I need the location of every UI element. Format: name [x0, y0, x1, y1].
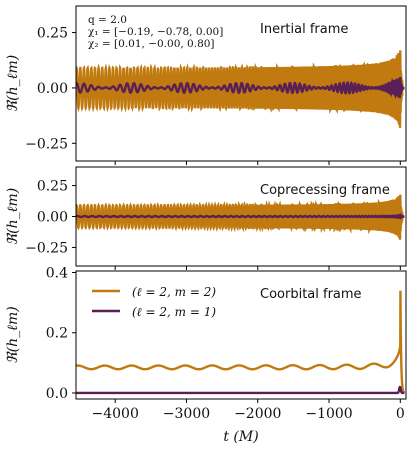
panel-coorbital: −4000 −3000 −2000 −1000 0 0.4 0.2 0.0 Coorbital… — [5, 266, 407, 422]
x-tick-label: −1000 — [305, 406, 352, 422]
panel-coprecessing-title: Coprecessing frame — [260, 183, 390, 198]
series-m2-line — [76, 290, 405, 394]
panel-coorbital-ylabel: ℜ(h_ℓm) — [5, 306, 21, 363]
x-tick-label: 0 — [396, 406, 405, 422]
y-tick-label: 0.25 — [37, 26, 68, 42]
legend: (ℓ = 2, m = 2) (ℓ = 2, m = 1) — [92, 285, 216, 319]
panel-inertial-title: Inertial frame — [260, 22, 348, 37]
legend-label-m1: (ℓ = 2, m = 1) — [132, 305, 216, 319]
param-chi1: χ₁ = [−0.19, −0.78, 0.00] — [88, 26, 223, 38]
series-m1-line — [76, 385, 405, 395]
panel-inertial: 0.25 0.00 −0.25 Inertial frame ℜ(h_ℓm) q =… — [5, 5, 407, 165]
panel-coprecessing: 0.25 0.00 −0.25 Coprecessing frame ℜ(h_ℓm) — [5, 166, 407, 270]
x-tick-label: −4000 — [92, 406, 139, 422]
panel-coorbital-frame — [75, 270, 407, 400]
x-axis-label: t (M) — [223, 429, 258, 445]
x-tick-label: −2000 — [234, 406, 281, 422]
panel-inertial-frame — [75, 5, 407, 162]
y-tick-label: 0.4 — [46, 266, 68, 282]
y-tick-label: 0.00 — [37, 81, 68, 97]
panel-inertial-ylabel: ℜ(h_ℓm) — [5, 55, 21, 112]
panel-inertial-ticks: 0.25 0.00 −0.25 — [25, 26, 401, 165]
panel-coorbital-ticks: −4000 −3000 −2000 −1000 0 0.4 0.2 0.0 — [46, 266, 405, 422]
y-tick-label: 0.25 — [37, 179, 68, 195]
x-tick-label: −3000 — [163, 406, 210, 422]
panel-coorbital-title: Coorbital frame — [260, 287, 362, 302]
panel-coorbital-plot-area — [76, 290, 405, 395]
panel-coprecessing-ylabel: ℜ(h_ℓm) — [5, 188, 21, 245]
panel-coprecessing-plot-area — [76, 194, 405, 240]
y-tick-label: −0.25 — [25, 136, 68, 152]
series-m1-line — [76, 212, 405, 220]
param-q: q = 2.0 — [88, 14, 127, 26]
y-tick-label: −0.25 — [25, 240, 68, 256]
panel-coprecessing-ticks: 0.25 0.00 −0.25 — [25, 179, 401, 270]
y-tick-label: 0.2 — [46, 326, 68, 342]
series-m2-line — [76, 194, 405, 240]
series-m1-line — [76, 76, 405, 100]
param-chi2: χ₂ = [0.01, −0.00, 0.80] — [88, 38, 215, 50]
series-m2-line — [76, 50, 405, 128]
panel-inertial-plot-area — [76, 50, 405, 128]
y-tick-label: 0.0 — [46, 386, 68, 402]
legend-label-m2: (ℓ = 2, m = 2) — [132, 285, 216, 299]
y-tick-label: 0.00 — [37, 210, 68, 226]
